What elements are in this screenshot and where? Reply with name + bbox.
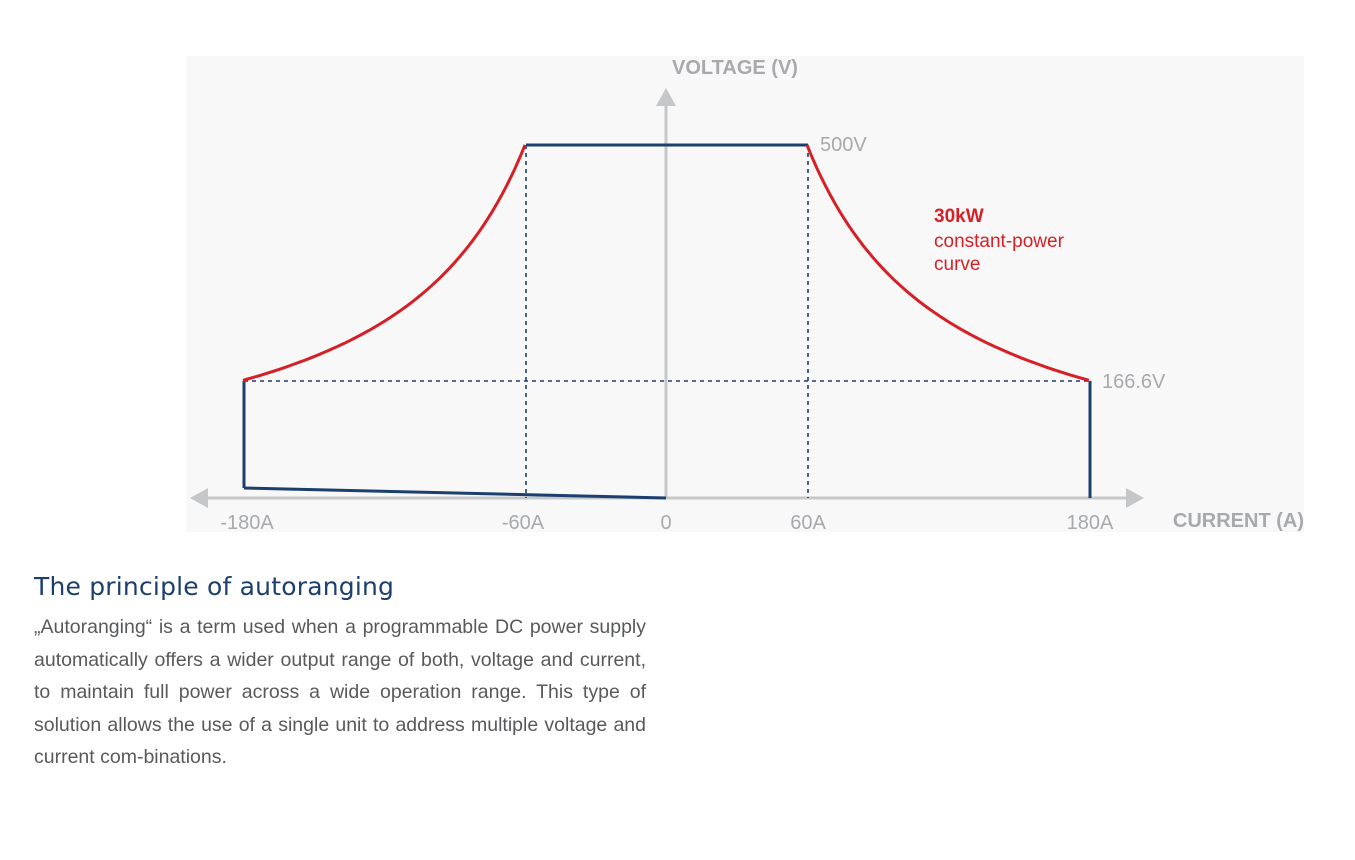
curve-label-line1: constant-power <box>934 231 1065 252</box>
curve-label-line2: curve <box>934 254 980 275</box>
diagram-background <box>186 56 1304 532</box>
x-tick-neg180: -180A <box>220 512 274 534</box>
constant-power-curve-right <box>805 144 1090 382</box>
autoranging-diagram: VOLTAGE (V) CURRENT (A) -180A -60A 0 60A… <box>186 56 1304 534</box>
power-rating-label: 30kW <box>934 206 984 227</box>
x-tick-zero: 0 <box>660 512 671 534</box>
x-tick-pos180: 180A <box>1067 512 1114 534</box>
x-axis-label: CURRENT (A) <box>1173 510 1304 532</box>
y-axis-label: VOLTAGE (V) <box>672 57 798 79</box>
x-tick-pos60: 60A <box>790 512 826 534</box>
max-voltage-label: 500V <box>820 134 867 156</box>
sink-lower-line <box>243 486 667 500</box>
diagram-canvas: VOLTAGE (V) CURRENT (A) -180A -60A 0 60A… <box>186 56 1304 534</box>
x-axis-right-arrow <box>1126 488 1144 508</box>
constant-power-curve-left <box>242 144 527 382</box>
x-axis-left-arrow <box>190 488 208 508</box>
section-heading: The principle of autoranging <box>34 572 395 601</box>
x-tick-neg60: -60A <box>502 512 545 534</box>
section-body-text: „Autoranging“ is a term used when a prog… <box>34 616 646 768</box>
y-axis-arrow <box>656 88 676 106</box>
min-voltage-label: 166.6V <box>1102 371 1166 393</box>
